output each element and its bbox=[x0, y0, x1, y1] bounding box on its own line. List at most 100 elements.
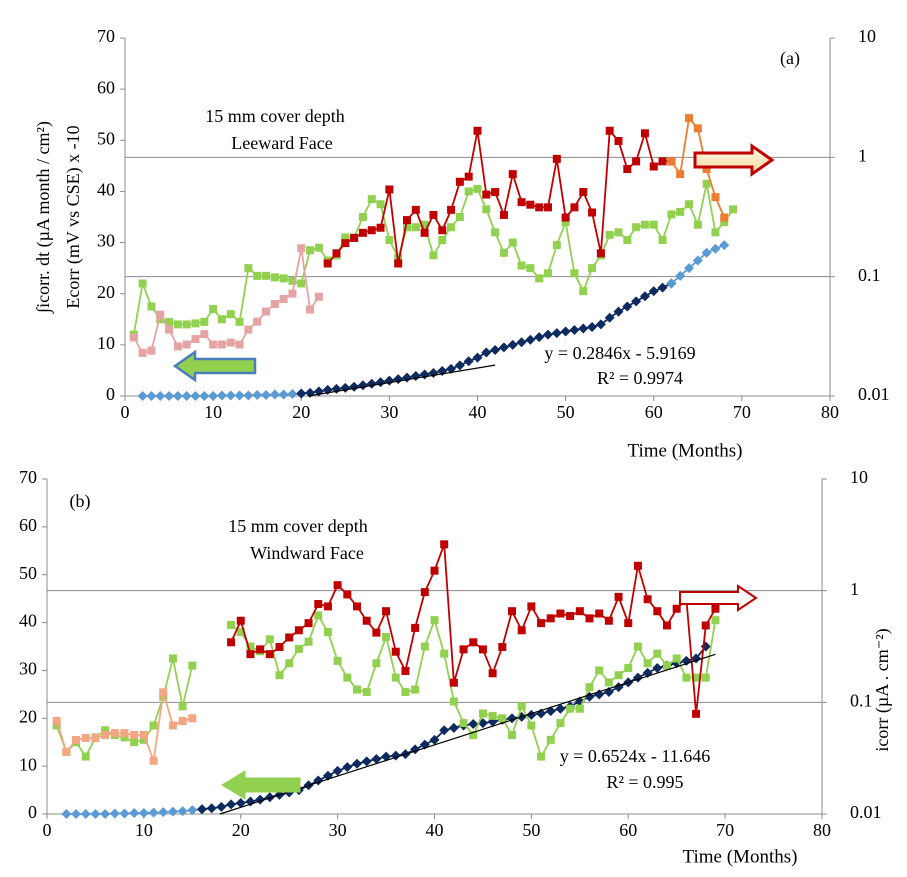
square-marker bbox=[191, 319, 200, 328]
diamond-marker bbox=[109, 808, 120, 819]
square-marker bbox=[178, 717, 187, 726]
y2-axis-title: icorr (µA . cm⁻²) bbox=[872, 628, 893, 751]
square-marker bbox=[227, 638, 236, 647]
y2-tick-label: 0.1 bbox=[850, 690, 873, 710]
y-tick-label: 20 bbox=[97, 282, 115, 302]
diamond-marker bbox=[551, 328, 562, 339]
diamond-marker bbox=[164, 391, 175, 401]
diamond-marker bbox=[357, 380, 368, 391]
square-marker bbox=[498, 714, 507, 723]
annotation: Windward Face bbox=[250, 543, 364, 563]
x-tick-label: 50 bbox=[557, 402, 575, 422]
square-marker bbox=[332, 249, 341, 258]
square-marker bbox=[585, 614, 594, 623]
y-tick-label: 60 bbox=[97, 77, 115, 97]
diamond-marker bbox=[287, 388, 298, 399]
diamond-marker bbox=[534, 332, 545, 343]
diamond-marker bbox=[657, 282, 668, 293]
diamond-marker bbox=[594, 689, 605, 700]
diamond-marker bbox=[155, 391, 166, 401]
square-marker bbox=[362, 687, 371, 696]
diamond-marker bbox=[129, 808, 140, 819]
square-marker bbox=[236, 628, 245, 637]
square-marker bbox=[314, 292, 323, 301]
square-marker bbox=[464, 172, 473, 181]
square-marker bbox=[288, 289, 297, 298]
square-marker bbox=[306, 246, 315, 255]
x-tick-label: 80 bbox=[813, 820, 831, 840]
square-marker bbox=[720, 213, 729, 222]
square-marker bbox=[527, 721, 536, 730]
square-marker bbox=[537, 752, 546, 761]
y2-tick-label: 0.01 bbox=[858, 384, 890, 404]
square-marker bbox=[91, 733, 100, 742]
square-marker bbox=[544, 203, 552, 212]
diamond-marker bbox=[463, 356, 474, 367]
diamond-marker bbox=[80, 809, 91, 819]
square-marker bbox=[81, 733, 90, 742]
left-arrow bbox=[172, 349, 257, 383]
square-marker bbox=[270, 300, 279, 309]
square-marker bbox=[544, 269, 552, 278]
square-marker bbox=[653, 607, 662, 616]
diamond-marker bbox=[498, 342, 509, 353]
square-marker bbox=[595, 609, 604, 618]
square-marker bbox=[455, 177, 464, 186]
square-marker bbox=[570, 203, 579, 212]
square-marker bbox=[508, 607, 516, 616]
square-marker bbox=[353, 685, 361, 694]
square-marker bbox=[585, 683, 594, 692]
square-marker bbox=[227, 620, 236, 629]
square-marker bbox=[323, 602, 332, 611]
square-marker bbox=[256, 645, 265, 654]
diamond-marker bbox=[90, 809, 101, 819]
square-marker bbox=[546, 614, 555, 623]
x-tick-label: 70 bbox=[716, 820, 734, 840]
square-marker bbox=[372, 628, 381, 637]
square-marker bbox=[588, 264, 597, 273]
square-marker bbox=[614, 137, 623, 146]
diamond-marker bbox=[652, 663, 663, 674]
square-marker bbox=[499, 248, 508, 257]
square-marker bbox=[469, 638, 478, 647]
y-tick-label: 60 bbox=[19, 515, 37, 535]
square-marker bbox=[385, 185, 394, 194]
series-line bbox=[327, 128, 672, 265]
square-marker bbox=[643, 659, 652, 668]
diamond-marker bbox=[631, 296, 642, 307]
diamond-marker bbox=[472, 352, 483, 363]
diamond-marker bbox=[578, 323, 589, 334]
square-marker bbox=[101, 726, 110, 735]
square-marker bbox=[711, 616, 720, 625]
diamond-marker bbox=[187, 805, 198, 816]
y-tick-label: 70 bbox=[97, 26, 115, 46]
square-marker bbox=[246, 650, 255, 659]
x-tick-label: 70 bbox=[733, 402, 751, 422]
square-marker bbox=[209, 340, 218, 349]
square-marker bbox=[314, 611, 323, 620]
square-marker bbox=[236, 616, 245, 625]
diamond-marker bbox=[216, 390, 227, 401]
diamond-marker bbox=[71, 809, 82, 819]
square-marker bbox=[323, 628, 332, 637]
square-marker bbox=[438, 226, 447, 235]
square-marker bbox=[382, 632, 391, 641]
square-marker bbox=[244, 325, 253, 334]
diamond-marker bbox=[138, 808, 149, 819]
square-marker bbox=[120, 729, 129, 738]
diamond-marker bbox=[516, 337, 527, 348]
square-marker bbox=[561, 218, 570, 227]
square-marker bbox=[265, 635, 274, 644]
square-marker bbox=[200, 317, 209, 326]
diamond-marker bbox=[604, 312, 615, 323]
y-axis-title: Ecorr (mV vs CSE) x -10 bbox=[63, 125, 84, 308]
square-marker bbox=[226, 338, 235, 347]
x-tick-label: 30 bbox=[329, 820, 347, 840]
square-marker bbox=[640, 129, 649, 138]
square-marker bbox=[403, 216, 411, 225]
square-marker bbox=[81, 752, 90, 761]
diamond-marker bbox=[234, 390, 245, 401]
diamond-marker bbox=[206, 803, 217, 814]
square-marker bbox=[235, 340, 244, 349]
y-tick-label: 30 bbox=[97, 231, 115, 251]
